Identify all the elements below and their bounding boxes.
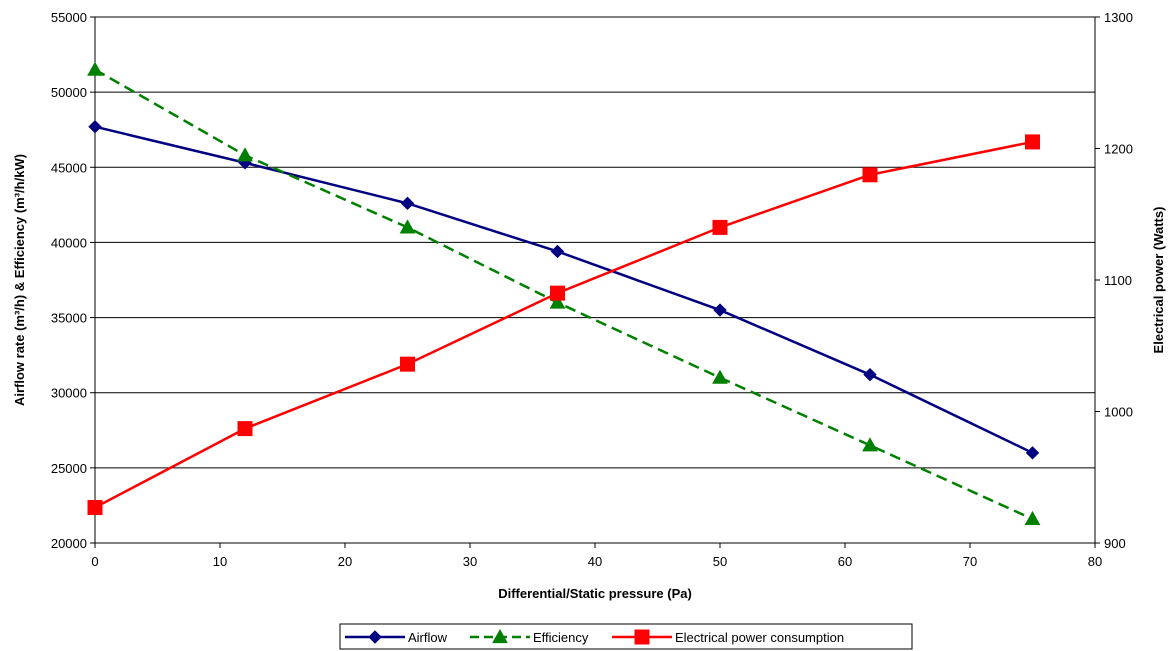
y-right-tick-label: 900 [1104,536,1126,551]
x-tick-label: 50 [713,554,727,569]
data-point-efficiency [399,219,416,234]
series-efficiency [87,61,1041,526]
y-left-tick-label: 40000 [51,235,87,250]
data-point-electrical-power-consumption [862,167,878,183]
legend-item-airflow: Airflow [345,630,448,645]
data-point-efficiency [237,147,253,162]
data-point-electrical-power-consumption [400,356,415,372]
data-point-efficiency [1024,510,1041,526]
y-right-tick-label: 1200 [1104,142,1133,157]
data-point-efficiency [712,369,728,384]
legend-marker-airflow [368,630,382,644]
data-point-efficiency [549,294,566,309]
legend: Airflow Efficiency Electrical power consum… [339,623,913,650]
x-tick-label: 70 [963,554,977,569]
x-tick-label: 10 [213,554,227,569]
ticks-layer: 20000 25000 30000 35000 40000 45000 50000 55000… [51,10,1133,569]
y-left-tick-label: 35000 [51,311,87,326]
y-right-tick-label: 1000 [1104,405,1133,420]
x-tick-label: 60 [838,554,852,569]
y-right-tick-label: 1100 [1104,273,1132,288]
x-tick-label: 20 [338,554,352,569]
data-point-electrical-power-consumption [712,219,728,235]
data-point-airflow [713,303,727,317]
y-left-tick-label: 45000 [51,160,87,175]
legend-marker-efficiency [492,628,508,644]
data-point-airflow [88,120,102,134]
data-point-airflow [863,367,877,382]
legend-label-electrical-power-consumption: Electrical power consumption [675,630,844,645]
y-left-tick-label: 55000 [51,10,87,25]
y-left-tick-label: 50000 [51,85,87,100]
x-axis-title: Differential/Static pressure (Pa) [498,586,692,601]
x-tick-label: 0 [91,554,98,569]
legend-item-efficiency: Efficiency [470,628,589,645]
data-point-electrical-power-consumption [87,499,103,515]
x-tick-label: 80 [1088,554,1102,569]
data-point-electrical-power-consumption [550,285,565,301]
y-right-tick-label: 1300 [1104,10,1133,25]
legend-label-airflow: Airflow [408,630,448,645]
x-tick-label: 40 [588,554,602,569]
legend-label-efficiency: Efficiency [533,630,589,645]
legend-item-electrical-power-consumption: Electrical power consumption [612,629,844,645]
plot-area-frame [94,16,1096,544]
y-left-tick-label: 20000 [51,536,87,551]
y-left-axis-title: Airflow rate (m³/h) & Efficiency (m³/h/k… [12,154,27,406]
legend-items: Airflow Efficiency Electrical power consum… [345,628,844,645]
series-line-electrical-power-consumption [94,140,1033,509]
series-layer [87,61,1041,526]
series-electrical-power-consumption [87,134,1040,515]
series-airflow [88,120,1040,460]
data-point-efficiency [87,61,103,76]
data-point-airflow [400,196,415,211]
data-point-airflow [550,244,565,259]
x-tick-label: 30 [463,554,477,569]
data-point-electrical-power-consumption [237,421,253,437]
data-point-airflow [1025,446,1040,460]
y-left-tick-label: 30000 [51,386,87,401]
data-point-electrical-power-consumption [1025,134,1040,150]
y-right-axis-title: Electrical power (Watts) [1151,207,1166,354]
data-point-efficiency [862,437,878,452]
legend-marker-electrical-power-consumption [634,629,650,645]
y-left-tick-label: 25000 [51,461,87,476]
